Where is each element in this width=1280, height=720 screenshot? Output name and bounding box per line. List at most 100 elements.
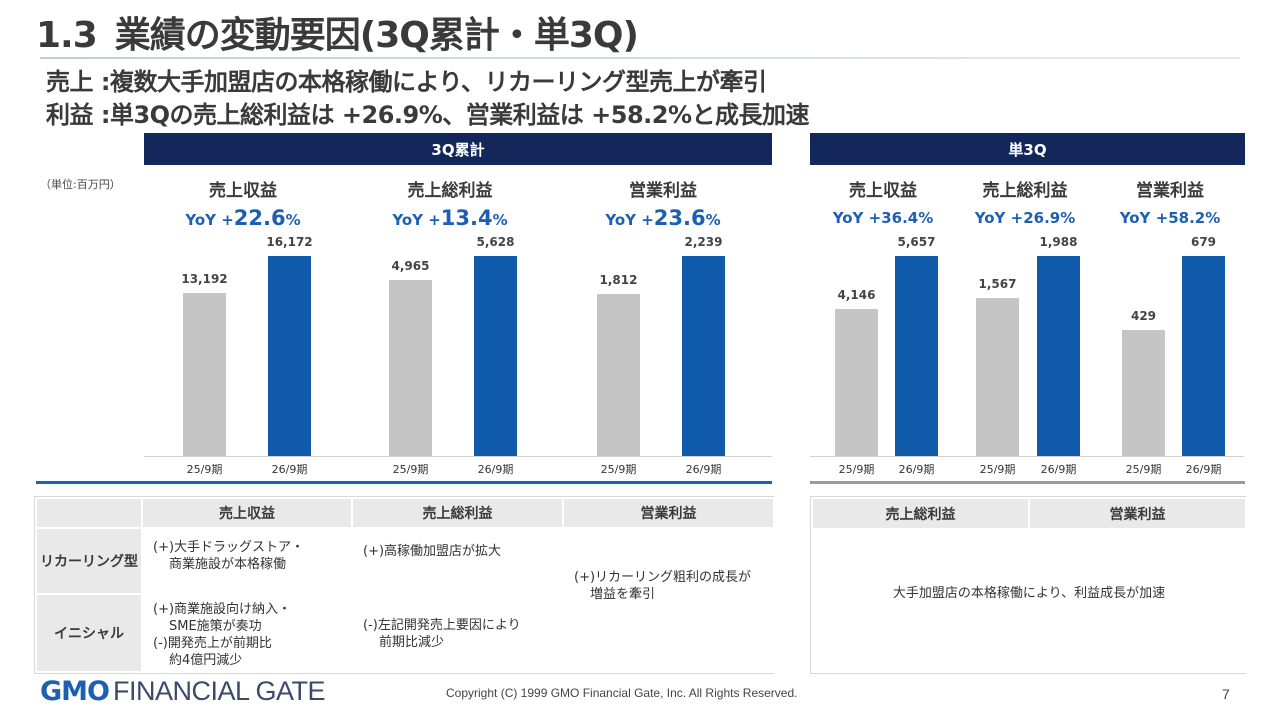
row-label-recurring: リカーリング型 — [35, 527, 143, 595]
panel-header-cumulative: 3Q累計 — [144, 133, 772, 165]
summary-profit: 利益 :単3Qの売上総利益は +26.9%、営業利益は +58.2%と成長加速 — [46, 101, 810, 129]
metric-name-sales-cum: 売上収益 — [209, 181, 277, 201]
bar-sales-cum-current — [268, 256, 311, 456]
page-number: 7 — [1222, 686, 1230, 702]
title-text: 業績の変動要因(3Q累計・単3Q) — [114, 15, 639, 56]
row-label-initial: イニシャル — [35, 593, 143, 673]
yoy-value: 23.6 — [653, 206, 706, 230]
factor-table-single-grid: 売上総利益 営業利益 大手加盟店の本格稼働により、利益成長が加速 — [811, 497, 1247, 673]
metric-name-op-q: 営業利益 — [1136, 181, 1204, 201]
factor-table-cumulative: 売上収益 売上総利益 営業利益 リカーリング型 (+)大手ドラッグストア・ 商業… — [34, 496, 775, 674]
yoy-prefix: YoY + — [392, 211, 441, 229]
cell-line: (+)商業施設向け納入・ — [153, 602, 292, 617]
cell-line: 増益を牽引 — [590, 587, 656, 602]
bar-gross-cum-current — [474, 256, 517, 456]
label-gross-q-prior: 1,567 — [978, 277, 1017, 291]
panel-rule-single — [810, 481, 1245, 484]
bar-sales-q-prior — [835, 309, 878, 456]
chart-baseline-single — [810, 456, 1244, 457]
metric-name-sales-q: 売上収益 — [849, 181, 917, 201]
page-title: 1.3 業績の変動要因(3Q累計・単3Q) — [36, 6, 639, 58]
table-header-gross: 売上総利益 — [351, 497, 564, 529]
bar-sales-cum-prior — [183, 293, 226, 456]
xlabel-gross-q-current: 26/9期 — [1040, 463, 1077, 476]
bar-sales-q-current — [895, 256, 938, 456]
table-header-gross-q: 売上総利益 — [811, 497, 1030, 530]
table-corner — [35, 497, 143, 529]
xlabel-gross-cum-prior: 25/9期 — [392, 463, 429, 476]
cell-line: 商業施設が本格稼働 — [169, 557, 287, 572]
cell-line: (-)左記開発売上要因により — [363, 618, 521, 633]
label-sales-q-prior: 4,146 — [837, 288, 876, 302]
yoy-unit: % — [285, 211, 301, 229]
xlabel-gross-cum-current: 26/9期 — [477, 463, 514, 476]
table-header-op: 営業利益 — [562, 497, 775, 529]
label-gross-cum-current: 5,628 — [476, 235, 515, 249]
xlabel-gross-q-prior: 25/9期 — [979, 463, 1016, 476]
bar-gross-q-current — [1037, 256, 1080, 456]
cell-line: 約4億円減少 — [169, 653, 243, 668]
yoy-unit: % — [492, 211, 508, 229]
bar-op-q-prior — [1122, 330, 1165, 456]
bar-gross-q-prior — [976, 298, 1019, 456]
bar-op-cum-current — [682, 256, 725, 456]
label-sales-cum-prior: 13,192 — [181, 272, 228, 286]
cell-line: (+)高稼働加盟店が拡大 — [363, 544, 502, 559]
yoy-gross-q: YoY +26.9% — [974, 209, 1076, 227]
label-gross-cum-prior: 4,965 — [391, 259, 430, 273]
bar-op-q-current — [1182, 256, 1225, 456]
cell-recurring-gross: (+)高稼働加盟店が拡大 — [351, 527, 564, 595]
yoy-op-cum: YoY +23.6% — [583, 206, 743, 230]
title-divider — [40, 57, 1240, 59]
logo-gmo: GMO — [40, 676, 110, 707]
label-op-q-current: 679 — [1190, 235, 1217, 249]
factor-table-grid: 売上収益 売上総利益 営業利益 リカーリング型 (+)大手ドラッグストア・ 商業… — [35, 497, 775, 673]
table-header-op-q: 営業利益 — [1028, 497, 1247, 530]
summary-sales: 売上 :複数大手加盟店の本格稼働により、リカーリング型売上が牽引 — [46, 68, 767, 96]
factor-table-single: 売上総利益 営業利益 大手加盟店の本格稼働により、利益成長が加速 — [810, 496, 1247, 674]
yoy-unit: % — [705, 211, 721, 229]
yoy-prefix: YoY + — [185, 211, 234, 229]
xlabel-op-cum-current: 26/9期 — [685, 463, 722, 476]
cell-line: (+)リカーリング粗利の成長が — [574, 570, 752, 585]
unit-note: （単位:百万円） — [40, 178, 121, 191]
label-op-cum-prior: 1,812 — [599, 273, 638, 287]
yoy-gross-cum: YoY +13.4% — [370, 206, 530, 230]
cell-recurring-sales: (+)大手ドラッグストア・ 商業施設が本格稼働 — [141, 527, 353, 595]
cell-initial-gross: (-)左記開発売上要因により 前期比減少 — [351, 593, 564, 673]
panel-rule-cumulative — [36, 481, 772, 484]
cell-line: 前期比減少 — [379, 635, 445, 650]
single-quarter-factor: 大手加盟店の本格稼働により、利益成長が加速 — [811, 528, 1247, 673]
xlabel-sales-cum-current: 26/9期 — [271, 463, 308, 476]
bar-gross-cum-prior — [389, 280, 432, 456]
table-header-sales: 売上収益 — [141, 497, 353, 529]
yoy-prefix: YoY + — [605, 211, 654, 229]
label-op-cum-current: 2,239 — [684, 235, 723, 249]
label-sales-q-current: 5,657 — [897, 235, 936, 249]
label-gross-q-current: 1,988 — [1039, 235, 1078, 249]
xlabel-sales-q-current: 26/9期 — [898, 463, 935, 476]
cell-initial-sales: (+)商業施設向け納入・ SME施策が奏功 (-)開発売上が前期比 約4億円減少 — [141, 593, 353, 673]
panel-header-single: 単3Q — [810, 133, 1245, 165]
chart-baseline-cumulative — [144, 456, 772, 457]
xlabel-op-q-current: 26/9期 — [1185, 463, 1222, 476]
cell-operating-factor: (+)リカーリング粗利の成長が 増益を牽引 — [562, 527, 775, 673]
yoy-sales-cum: YoY +22.6% — [163, 206, 323, 230]
metric-name-gross-cum: 売上総利益 — [407, 181, 493, 201]
bar-op-cum-prior — [597, 294, 640, 456]
yoy-op-q: YoY +58.2% — [1119, 209, 1221, 227]
yoy-value: 13.4 — [440, 206, 493, 230]
yoy-value: 22.6 — [233, 206, 286, 230]
logo-financial-gate: FINANCIAL GATE — [112, 676, 326, 706]
label-sales-cum-current: 16,172 — [266, 235, 313, 249]
xlabel-sales-cum-prior: 25/9期 — [186, 463, 223, 476]
section-number: 1.3 — [36, 15, 98, 56]
xlabel-op-cum-prior: 25/9期 — [600, 463, 637, 476]
xlabel-sales-q-prior: 25/9期 — [838, 463, 875, 476]
company-logo: GMO FINANCIAL GATE — [40, 676, 326, 707]
metric-name-op-cum: 営業利益 — [629, 181, 697, 201]
yoy-sales-q: YoY +36.4% — [832, 209, 934, 227]
xlabel-op-q-prior: 25/9期 — [1125, 463, 1162, 476]
cell-line: SME施策が奏功 — [169, 619, 262, 634]
label-op-q-prior: 429 — [1130, 309, 1157, 323]
